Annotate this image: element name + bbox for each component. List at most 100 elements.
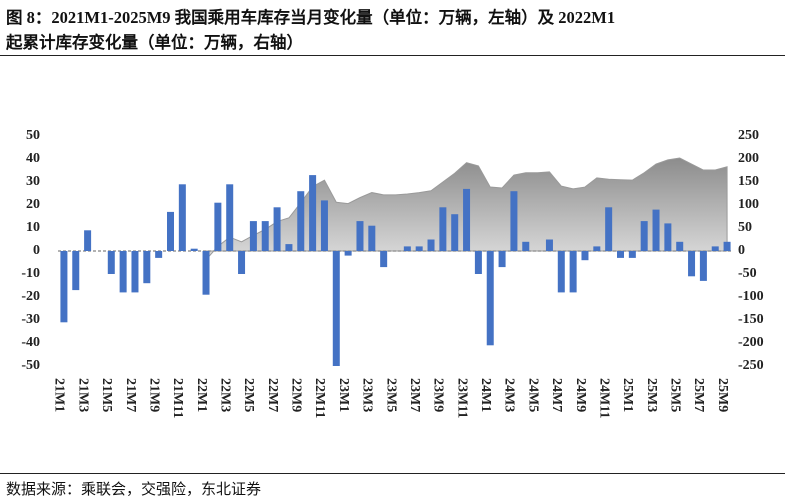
x-tick-label: 21M7 [123,378,138,412]
bar [332,251,340,366]
bar [190,248,198,251]
x-tick-label: 22M1 [194,378,209,412]
bar [557,251,565,293]
x-tick-label: 24M9 [573,378,588,412]
bar [664,223,672,251]
y2-tick-label: -250 [738,358,764,373]
bar [60,251,68,323]
bar [581,251,589,261]
y2-tick-label: 250 [738,128,759,143]
y-tick-label: 10 [26,220,40,235]
bar [605,207,613,251]
bar [178,184,186,251]
bar [344,251,352,256]
x-tick-label: 25M3 [644,378,659,412]
x-tick-label: 24M1 [478,378,493,412]
y-tick-label: -40 [21,335,40,350]
bar [439,207,447,251]
x-tick-label: 21M1 [52,378,67,412]
bar [238,251,246,274]
bar [249,221,257,251]
x-tick-label: 21M3 [75,378,90,412]
bar [676,241,684,251]
bar [510,191,518,251]
bar [569,251,577,293]
bar [498,251,506,268]
y2-tick-label: -50 [738,266,757,281]
bar [545,239,553,251]
y-tick-label: 40 [26,151,40,166]
x-tick-label: 21M9 [146,378,161,412]
y-tick-label: 0 [33,243,40,258]
x-tick-label: 24M11 [596,378,611,418]
x-tick-label: 22M7 [265,378,280,412]
x-tick-label: 22M3 [217,378,232,412]
x-tick-label: 23M1 [336,378,351,412]
x-tick-label: 25M1 [620,378,635,412]
bar [131,251,139,293]
bar [226,184,234,251]
chart-title: 图 8：2021M1-2025M9 我国乘用车库存当月变化量（单位：万辆，左轴）… [6,8,616,27]
x-tick-label: 21M5 [99,378,114,412]
x-tick-label: 24M3 [502,378,517,412]
bar [617,251,624,258]
x-tick-label: 22M9 [289,378,304,412]
bar [119,251,127,293]
y-tick-label: -20 [21,289,40,304]
y2-tick-label: -150 [738,312,764,327]
y2-tick-label: 150 [738,174,759,189]
y2-tick-label: -200 [738,335,764,350]
bar [214,202,222,251]
x-tick-label: 22M5 [241,378,256,412]
bar [261,221,269,251]
bar [380,251,388,268]
bar [427,239,435,251]
x-tick-label: 22M11 [312,378,327,418]
bar [652,209,660,251]
x-tick-label: 25M9 [715,378,730,412]
bar [72,251,80,291]
bar [84,230,92,251]
bar [463,188,471,251]
bar [273,207,281,251]
chart: -50-40-30-20-1001020304050-250-200-150-1… [21,128,764,418]
bar [628,251,636,258]
source-rule [0,473,785,474]
bar [474,251,482,274]
bar [711,246,719,251]
y2-tick-label: 0 [738,243,745,258]
x-tick-label: 23M9 [431,378,446,412]
bar [202,251,210,295]
bar [640,221,648,251]
y-tick-label: -10 [21,266,40,281]
y2-tick-label: 200 [738,151,759,166]
bar [143,251,151,284]
y-tick-label: 50 [26,128,40,143]
x-tick-label: 24M5 [525,378,540,412]
bar [297,191,305,251]
bar [688,251,696,277]
x-tick-label: 25M7 [691,378,706,412]
x-tick-label: 23M3 [360,378,375,412]
y-tick-label: -30 [21,312,40,327]
x-tick-label: 23M5 [383,378,398,412]
bar [522,241,530,251]
x-tick-label: 23M11 [454,378,469,418]
y-tick-label: 30 [26,174,40,189]
source: 数据来源：乘联会，交强险，东北证券 [6,482,262,498]
bar [320,200,328,251]
y2-tick-label: 100 [738,197,759,212]
title-rule [0,55,785,56]
bar [451,214,459,251]
bar [155,251,163,258]
bar [368,225,376,251]
bar [699,251,707,281]
bar [403,246,411,251]
bar [486,251,494,346]
bar [309,175,317,251]
y2-tick-label: 50 [738,220,752,235]
y2-tick-label: -100 [738,289,764,304]
x-tick-label: 23M7 [407,378,422,412]
bar [415,246,423,251]
y-tick-label: 20 [26,197,40,212]
